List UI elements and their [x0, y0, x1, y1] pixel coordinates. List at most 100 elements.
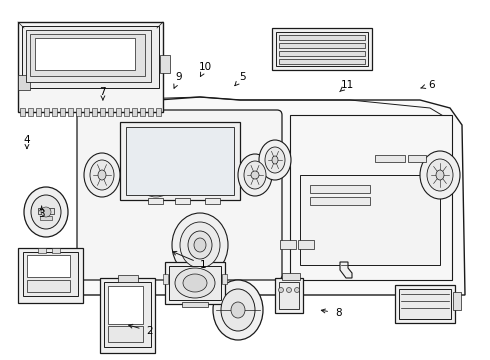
Bar	[27, 255, 70, 277]
Bar	[222, 274, 227, 284]
Bar	[36, 108, 41, 116]
Bar	[148, 108, 153, 116]
Text: 2: 2	[146, 326, 153, 336]
Ellipse shape	[84, 153, 120, 197]
Bar	[23, 252, 78, 296]
Bar	[132, 108, 137, 116]
Ellipse shape	[194, 238, 206, 252]
Ellipse shape	[188, 231, 212, 259]
Bar	[279, 282, 299, 309]
Ellipse shape	[251, 171, 259, 179]
Bar	[76, 108, 81, 116]
Bar	[163, 274, 168, 284]
Bar	[52, 108, 57, 116]
Bar	[104, 282, 151, 347]
Ellipse shape	[231, 302, 245, 318]
Bar	[275, 278, 303, 313]
Bar	[52, 248, 60, 253]
Ellipse shape	[172, 213, 228, 277]
Ellipse shape	[287, 288, 292, 292]
Bar	[124, 108, 129, 116]
Bar	[399, 289, 451, 319]
Bar	[156, 108, 161, 116]
Bar	[18, 22, 163, 112]
Bar	[408, 155, 426, 162]
Ellipse shape	[175, 268, 215, 298]
Bar	[375, 155, 405, 162]
Text: 8: 8	[335, 308, 342, 318]
Bar	[279, 43, 365, 48]
Bar	[175, 198, 190, 204]
Bar	[165, 262, 225, 304]
Text: 9: 9	[175, 72, 182, 82]
Text: 1: 1	[200, 260, 207, 270]
Bar	[290, 115, 452, 280]
Bar	[279, 59, 365, 64]
Ellipse shape	[98, 170, 106, 180]
Ellipse shape	[238, 154, 272, 196]
Bar	[38, 248, 46, 253]
Bar	[40, 216, 52, 220]
Bar	[28, 108, 33, 116]
Ellipse shape	[41, 207, 51, 217]
Bar	[126, 127, 234, 195]
FancyBboxPatch shape	[77, 110, 282, 280]
Bar	[26, 30, 151, 82]
Bar	[160, 55, 170, 73]
Bar	[276, 32, 368, 66]
Ellipse shape	[90, 160, 114, 190]
Bar	[272, 28, 372, 70]
Bar	[148, 198, 163, 204]
Bar	[280, 240, 296, 249]
Bar	[310, 197, 370, 205]
Bar	[118, 275, 138, 282]
Ellipse shape	[183, 274, 207, 292]
Bar	[205, 198, 220, 204]
Ellipse shape	[259, 140, 291, 180]
Ellipse shape	[294, 288, 299, 292]
Ellipse shape	[265, 147, 285, 173]
Bar	[282, 273, 300, 280]
Bar	[108, 286, 143, 324]
Bar	[84, 108, 89, 116]
Ellipse shape	[427, 159, 453, 191]
Bar	[108, 108, 113, 116]
Bar	[100, 108, 105, 116]
Bar	[24, 207, 68, 217]
Bar	[298, 240, 314, 249]
Bar	[310, 185, 370, 193]
Bar	[18, 248, 83, 303]
Bar	[169, 266, 221, 300]
Ellipse shape	[213, 280, 263, 340]
Bar	[44, 108, 49, 116]
Text: 5: 5	[239, 72, 246, 82]
Ellipse shape	[31, 195, 61, 229]
Text: 10: 10	[199, 62, 212, 72]
Polygon shape	[78, 97, 465, 295]
Bar	[300, 175, 440, 265]
Ellipse shape	[144, 183, 168, 197]
Bar	[35, 38, 135, 70]
Ellipse shape	[180, 222, 220, 268]
Ellipse shape	[221, 289, 255, 331]
Text: 6: 6	[428, 80, 435, 90]
Ellipse shape	[24, 187, 68, 237]
Ellipse shape	[436, 170, 444, 180]
Bar	[20, 108, 25, 116]
Bar	[60, 108, 65, 116]
Bar	[116, 108, 121, 116]
Bar	[182, 302, 208, 307]
Bar	[92, 108, 97, 116]
Bar	[279, 35, 365, 40]
Ellipse shape	[420, 151, 460, 199]
Bar	[30, 34, 145, 76]
Bar	[140, 108, 145, 116]
Bar	[120, 122, 240, 200]
Bar	[100, 278, 155, 353]
Bar	[22, 26, 159, 88]
Bar	[68, 108, 73, 116]
Bar	[395, 285, 455, 323]
Bar	[453, 292, 461, 310]
Text: 7: 7	[99, 87, 106, 97]
Bar	[18, 75, 30, 90]
